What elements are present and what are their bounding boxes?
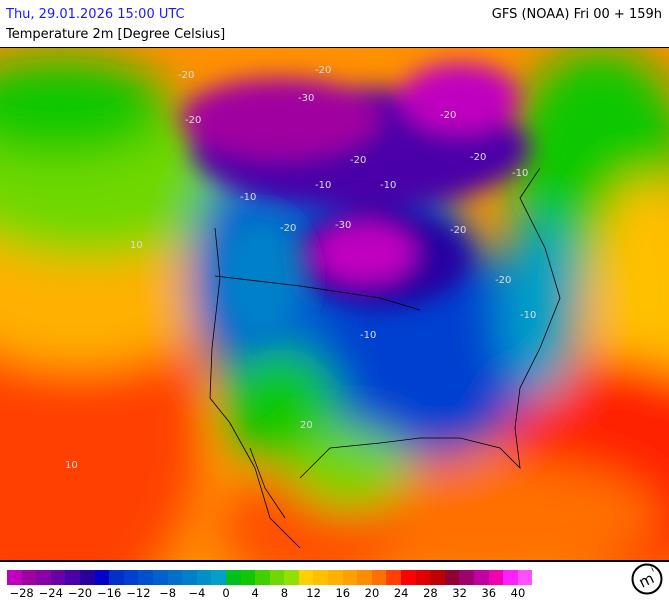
model-run: GFS (NOAA) Fri 00 + 159h (491, 7, 662, 22)
svg-text:i: i (650, 565, 656, 574)
color-swatch (182, 570, 197, 585)
color-scale-tick-label: −20 (67, 586, 93, 600)
color-swatch (94, 570, 110, 585)
contour-label: -10 (315, 180, 331, 191)
color-swatch (50, 570, 66, 585)
color-scale-tick-label: −12 (126, 586, 151, 600)
color-scale-tick-label: 36 (481, 586, 497, 600)
contour-label: -10 (520, 310, 536, 321)
color-swatch (36, 570, 51, 585)
color-scale-tick-label: −24 (38, 586, 63, 600)
color-scale-tick-label: 0 (222, 586, 230, 600)
contour-label: -20 (440, 110, 456, 121)
border-us-canada (214, 275, 421, 311)
meteologix-logo: m i (631, 563, 663, 595)
contour-label: -10 (512, 168, 528, 179)
parameter-title: Temperature 2m [Degree Celsius] (6, 27, 226, 42)
color-swatch (386, 570, 402, 585)
color-swatch (328, 570, 343, 585)
contour-label: -20 (185, 115, 201, 126)
contour-label: 20 (300, 420, 313, 431)
color-scale (7, 570, 533, 585)
color-scale-tick-label: 4 (251, 586, 259, 600)
contour-label: -20 (315, 65, 331, 76)
color-swatch (211, 570, 226, 585)
color-swatch (196, 570, 212, 585)
contour-label: 10 (65, 460, 78, 471)
color-swatch (65, 570, 80, 585)
color-swatch (371, 570, 387, 585)
color-swatch (255, 570, 270, 585)
contour-label: -10 (360, 330, 376, 341)
color-scale-tick-label: 28 (423, 586, 438, 600)
contour-label: -20 (280, 223, 296, 234)
contour-label: 10 (130, 240, 143, 251)
color-scale-tick-label: −4 (188, 586, 206, 600)
color-swatch (269, 570, 285, 585)
color-swatch (123, 570, 139, 585)
color-scale-tick-label: 20 (364, 586, 380, 600)
color-scale-tick-label: 24 (393, 586, 409, 600)
color-swatch (167, 570, 183, 585)
color-swatch (357, 570, 372, 585)
color-swatch (401, 570, 416, 585)
color-swatch (298, 570, 314, 585)
color-scale-tick-label: −8 (159, 586, 177, 600)
color-scale-tick-label: 8 (280, 586, 289, 600)
color-scale-ticks: −28 −24 −20 −16 −12 −8 −4 0 4 8 12 16 20 24 28 32 36 40 (0, 586, 560, 600)
color-swatch (240, 570, 256, 585)
color-swatch (284, 570, 299, 585)
contour-label: -30 (298, 93, 314, 104)
valid-time: Thu, 29.01.2026 15:00 UTC (6, 7, 185, 22)
color-swatch (21, 570, 37, 585)
color-swatch (503, 570, 518, 585)
color-swatch (517, 570, 533, 585)
color-swatch (152, 570, 168, 585)
contour-label: -20 (495, 275, 511, 286)
color-swatch (415, 570, 431, 585)
color-swatch (313, 570, 329, 585)
color-swatch (444, 570, 460, 585)
color-swatch (138, 570, 153, 585)
contour-label: -20 (350, 155, 366, 166)
color-scale-tick-label: −16 (97, 586, 122, 600)
color-swatch (488, 570, 504, 585)
color-swatch (430, 570, 445, 585)
coastline (209, 167, 561, 549)
color-swatch (7, 570, 22, 585)
contour-label: -20 (450, 225, 466, 236)
color-swatch (459, 570, 474, 585)
contour-label: -20 (470, 152, 486, 163)
color-swatch (225, 570, 241, 585)
temperature-map[interactable]: -20 -20 -30 -20 -20 -20 -10 -20 -20 -10 -30 -20 -20 -… (0, 47, 669, 562)
color-swatch (474, 570, 489, 585)
color-scale-tick-label: 40 (510, 586, 526, 600)
color-swatch (342, 570, 358, 585)
svg-text:m: m (636, 569, 657, 591)
contour-label: -10 (240, 192, 256, 203)
contour-label: -20 (178, 70, 194, 81)
contour-label: -10 (380, 180, 396, 191)
color-swatch (109, 570, 124, 585)
color-swatch (79, 570, 95, 585)
color-scale-tick-label: 32 (452, 586, 467, 600)
contour-label: -30 (335, 220, 351, 231)
color-scale-tick-label: 12 (306, 586, 321, 600)
color-scale-tick-label: −28 (9, 586, 34, 600)
color-scale-tick-label: 16 (335, 586, 351, 600)
